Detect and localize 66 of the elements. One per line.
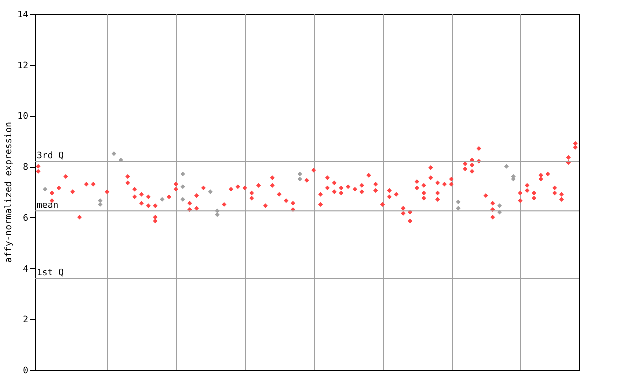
point: [463, 166, 468, 172]
y-tick-label: 10: [18, 112, 28, 122]
point: [339, 190, 344, 196]
ref-line-label: 1st Q: [37, 268, 64, 278]
y-tick-label: 12: [18, 61, 28, 72]
point: [153, 218, 158, 224]
point: [490, 215, 496, 220]
point: [532, 196, 537, 201]
point: [139, 201, 144, 206]
point: [497, 204, 502, 208]
point: [42, 187, 48, 192]
point: [422, 196, 426, 201]
point: [50, 198, 55, 204]
point: [318, 202, 324, 208]
point: [36, 169, 41, 174]
y-tick-label: 6: [23, 214, 28, 224]
point: [215, 212, 220, 218]
point: [208, 190, 213, 194]
point: [401, 211, 406, 216]
point: [250, 196, 254, 201]
point: [194, 206, 200, 211]
point: [98, 202, 103, 208]
point: [332, 190, 337, 194]
point: [525, 188, 530, 194]
point: [456, 206, 461, 211]
point: [298, 172, 302, 177]
point: [112, 152, 117, 156]
point: [552, 190, 558, 196]
point: [435, 190, 440, 196]
point: [538, 176, 544, 182]
point: [180, 197, 186, 202]
point: [422, 190, 426, 196]
point: [387, 194, 392, 200]
point: [428, 176, 434, 180]
ref-line-label: mean: [37, 201, 59, 212]
point: [504, 164, 510, 169]
point: [414, 186, 420, 191]
point: [408, 218, 413, 224]
point: [456, 200, 461, 205]
y-axis-title: affy-normalized expression: [4, 122, 15, 263]
point: [374, 188, 378, 194]
point: [146, 204, 151, 208]
y-tick-label: 2: [23, 316, 28, 326]
point: [132, 194, 138, 200]
y-tick-label: 4: [23, 264, 28, 275]
point: [470, 169, 475, 174]
point: [270, 183, 275, 188]
point: [160, 197, 165, 202]
point: [435, 197, 440, 202]
y-tick-label: 0: [23, 366, 28, 376]
point: [559, 197, 564, 202]
y-tick-label: 8: [23, 163, 28, 174]
point: [518, 198, 523, 204]
point: [126, 180, 130, 186]
point: [470, 162, 475, 168]
point: [180, 172, 186, 177]
y-tick-label: 14: [18, 10, 28, 20]
point: [449, 182, 454, 187]
point: [98, 198, 103, 204]
ref-line-label: 3rd Q: [37, 151, 64, 162]
point: [573, 145, 578, 150]
point: [360, 190, 364, 194]
point: [180, 184, 186, 190]
point: [174, 187, 179, 192]
point: [325, 186, 330, 191]
point: [298, 176, 302, 182]
